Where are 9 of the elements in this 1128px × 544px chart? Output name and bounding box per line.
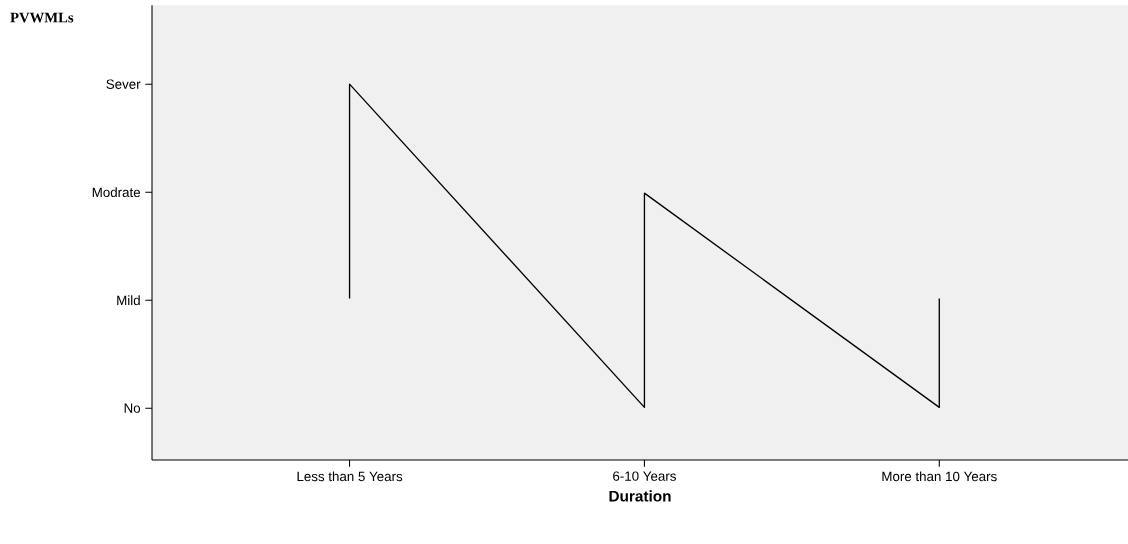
- x-tick-label: More than 10 Years: [882, 471, 997, 482]
- text: PVWMLs: [10, 12, 74, 23]
- category-label: Mild: [117, 295, 140, 306]
- x-tick-label: 6-10 Years: [613, 471, 676, 481]
- category-label: Sever: [106, 79, 141, 89]
- x-tick-label: Less than 5 Years: [297, 471, 403, 482]
- category-label: Modrate: [92, 187, 141, 198]
- category-label: No: [124, 403, 141, 413]
- x-axis-title: Duration: [609, 490, 671, 502]
